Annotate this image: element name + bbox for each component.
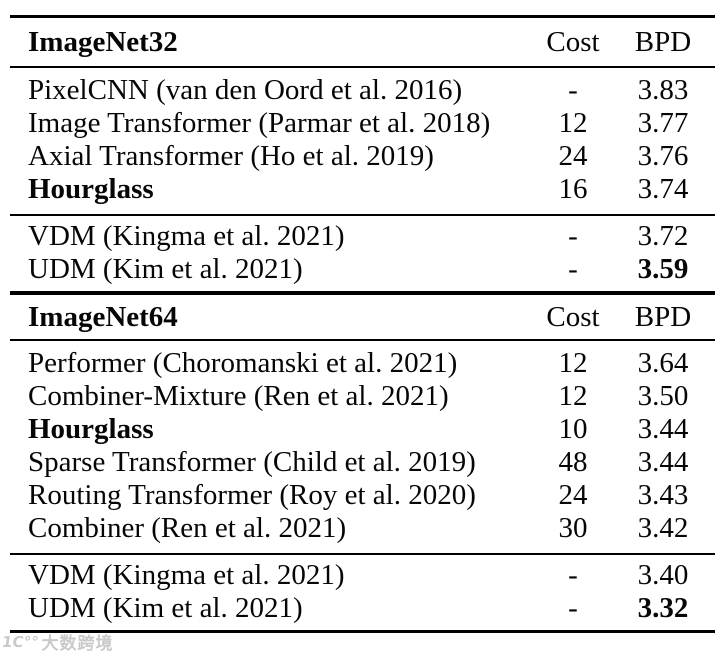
row-group: Performer (Choromanski et al. 2021) 12 3… [10, 341, 715, 553]
rule-top [10, 15, 715, 18]
section-title: ImageNet32 [28, 25, 178, 58]
bpd-cell: 3.64 [637, 347, 689, 379]
cost-cell: 24 [558, 479, 588, 511]
table-row: Routing Transformer (Roy et al. 2020) 24… [10, 479, 715, 512]
table-row: Sparse Transformer (Child et al. 2019) 4… [10, 446, 715, 479]
rule-header-separator [10, 66, 715, 68]
cost-cell: 12 [558, 347, 588, 379]
method-name-cell: UDM (Kim et al. 2021) [28, 592, 303, 624]
cost-cell: 30 [558, 512, 588, 544]
cost-cell: 10 [558, 413, 588, 445]
bpd-cell: 3.44 [637, 446, 689, 478]
bpd-cell: 3.83 [637, 74, 689, 106]
section-header-imagenet32: ImageNet32 Cost BPD [10, 18, 715, 66]
watermark-text: 大数跨境 [41, 634, 114, 654]
bpd-cell: 3.43 [637, 479, 689, 511]
bpd-cell: 3.50 [637, 380, 689, 412]
rule-header-separator [10, 339, 715, 341]
watermark-logo-icon: 1C°° [0, 632, 40, 651]
table-row: Axial Transformer (Ho et al. 2019) 24 3.… [10, 140, 715, 173]
column-header-cost: Cost [546, 25, 600, 58]
section-title: ImageNet64 [28, 300, 178, 333]
method-name-cell: Axial Transformer (Ho et al. 2019) [28, 140, 434, 172]
bpd-cell: 3.44 [637, 413, 689, 445]
bpd-cell: 3.42 [637, 512, 689, 544]
column-header-bpd: BPD [634, 25, 692, 58]
cost-cell: 48 [558, 446, 588, 478]
row-group: VDM (Kingma et al. 2021) - 3.40 UDM (Kim… [10, 555, 715, 630]
method-name-cell: Hourglass [28, 413, 154, 445]
table-row: VDM (Kingma et al. 2021) - 3.72 [10, 220, 715, 253]
bpd-cell: 3.59 [637, 253, 689, 285]
cost-cell: - [568, 253, 578, 285]
table-row: Image Transformer (Parmar et al. 2018) 1… [10, 107, 715, 140]
bpd-cell: 3.72 [637, 220, 689, 252]
table-row: Hourglass 16 3.74 [10, 173, 715, 206]
section-header-imagenet64: ImageNet64 Cost BPD [10, 295, 715, 339]
table-row: VDM (Kingma et al. 2021) - 3.40 [10, 559, 715, 592]
cost-cell: 16 [558, 173, 588, 205]
method-name-cell: Sparse Transformer (Child et al. 2019) [28, 446, 476, 478]
method-name-cell: Performer (Choromanski et al. 2021) [28, 347, 458, 379]
method-name-cell: Hourglass [28, 173, 154, 205]
method-name-cell: Image Transformer (Parmar et al. 2018) [28, 107, 491, 139]
method-name-cell: Combiner-Mixture (Ren et al. 2021) [28, 380, 449, 412]
method-name-cell: Routing Transformer (Roy et al. 2020) [28, 479, 476, 511]
rule-group-separator [10, 553, 715, 555]
method-name-cell: UDM (Kim et al. 2021) [28, 253, 303, 285]
method-name-cell: PixelCNN (van den Oord et al. 2016) [28, 74, 463, 106]
cost-cell: - [568, 220, 578, 252]
bpd-cell: 3.74 [637, 173, 689, 205]
method-name-cell: VDM (Kingma et al. 2021) [28, 220, 345, 252]
method-name-cell: VDM (Kingma et al. 2021) [28, 559, 345, 591]
table-row: Combiner-Mixture (Ren et al. 2021) 12 3.… [10, 380, 715, 413]
row-group: PixelCNN (van den Oord et al. 2016) - 3.… [10, 68, 715, 214]
table-row: Combiner (Ren et al. 2021) 30 3.42 [10, 512, 715, 545]
bpd-cell: 3.40 [637, 559, 689, 591]
bpd-cell: 3.77 [637, 107, 689, 139]
cost-cell: - [568, 592, 578, 624]
bpd-cell: 3.32 [637, 592, 689, 624]
column-header-cost: Cost [546, 300, 600, 333]
results-table: ImageNet32 Cost BPD PixelCNN (van den Oo… [10, 15, 715, 633]
cost-cell: - [568, 74, 578, 106]
cost-cell: 12 [558, 380, 588, 412]
rule-bottom [10, 630, 715, 633]
column-header-bpd: BPD [634, 300, 692, 333]
table-row: UDM (Kim et al. 2021) - 3.59 [10, 253, 715, 286]
rule-section-separator [10, 291, 715, 295]
table-row: Performer (Choromanski et al. 2021) 12 3… [10, 347, 715, 380]
cost-cell: - [568, 559, 578, 591]
method-name-cell: Combiner (Ren et al. 2021) [28, 512, 347, 544]
cost-cell: 12 [558, 107, 588, 139]
table-row: Hourglass 10 3.44 [10, 413, 715, 446]
rule-group-separator [10, 214, 715, 216]
cost-cell: 24 [558, 140, 588, 172]
table-row: UDM (Kim et al. 2021) - 3.32 [10, 592, 715, 625]
watermark: 1C°° 大数跨境 [0, 629, 114, 655]
row-group: VDM (Kingma et al. 2021) - 3.72 UDM (Kim… [10, 216, 715, 291]
table-row: PixelCNN (van den Oord et al. 2016) - 3.… [10, 74, 715, 107]
bpd-cell: 3.76 [637, 140, 689, 172]
